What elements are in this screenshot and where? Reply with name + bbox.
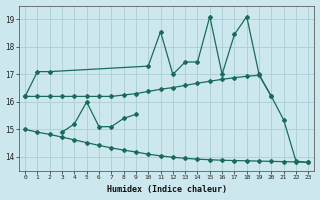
X-axis label: Humidex (Indice chaleur): Humidex (Indice chaleur) [107,185,227,194]
